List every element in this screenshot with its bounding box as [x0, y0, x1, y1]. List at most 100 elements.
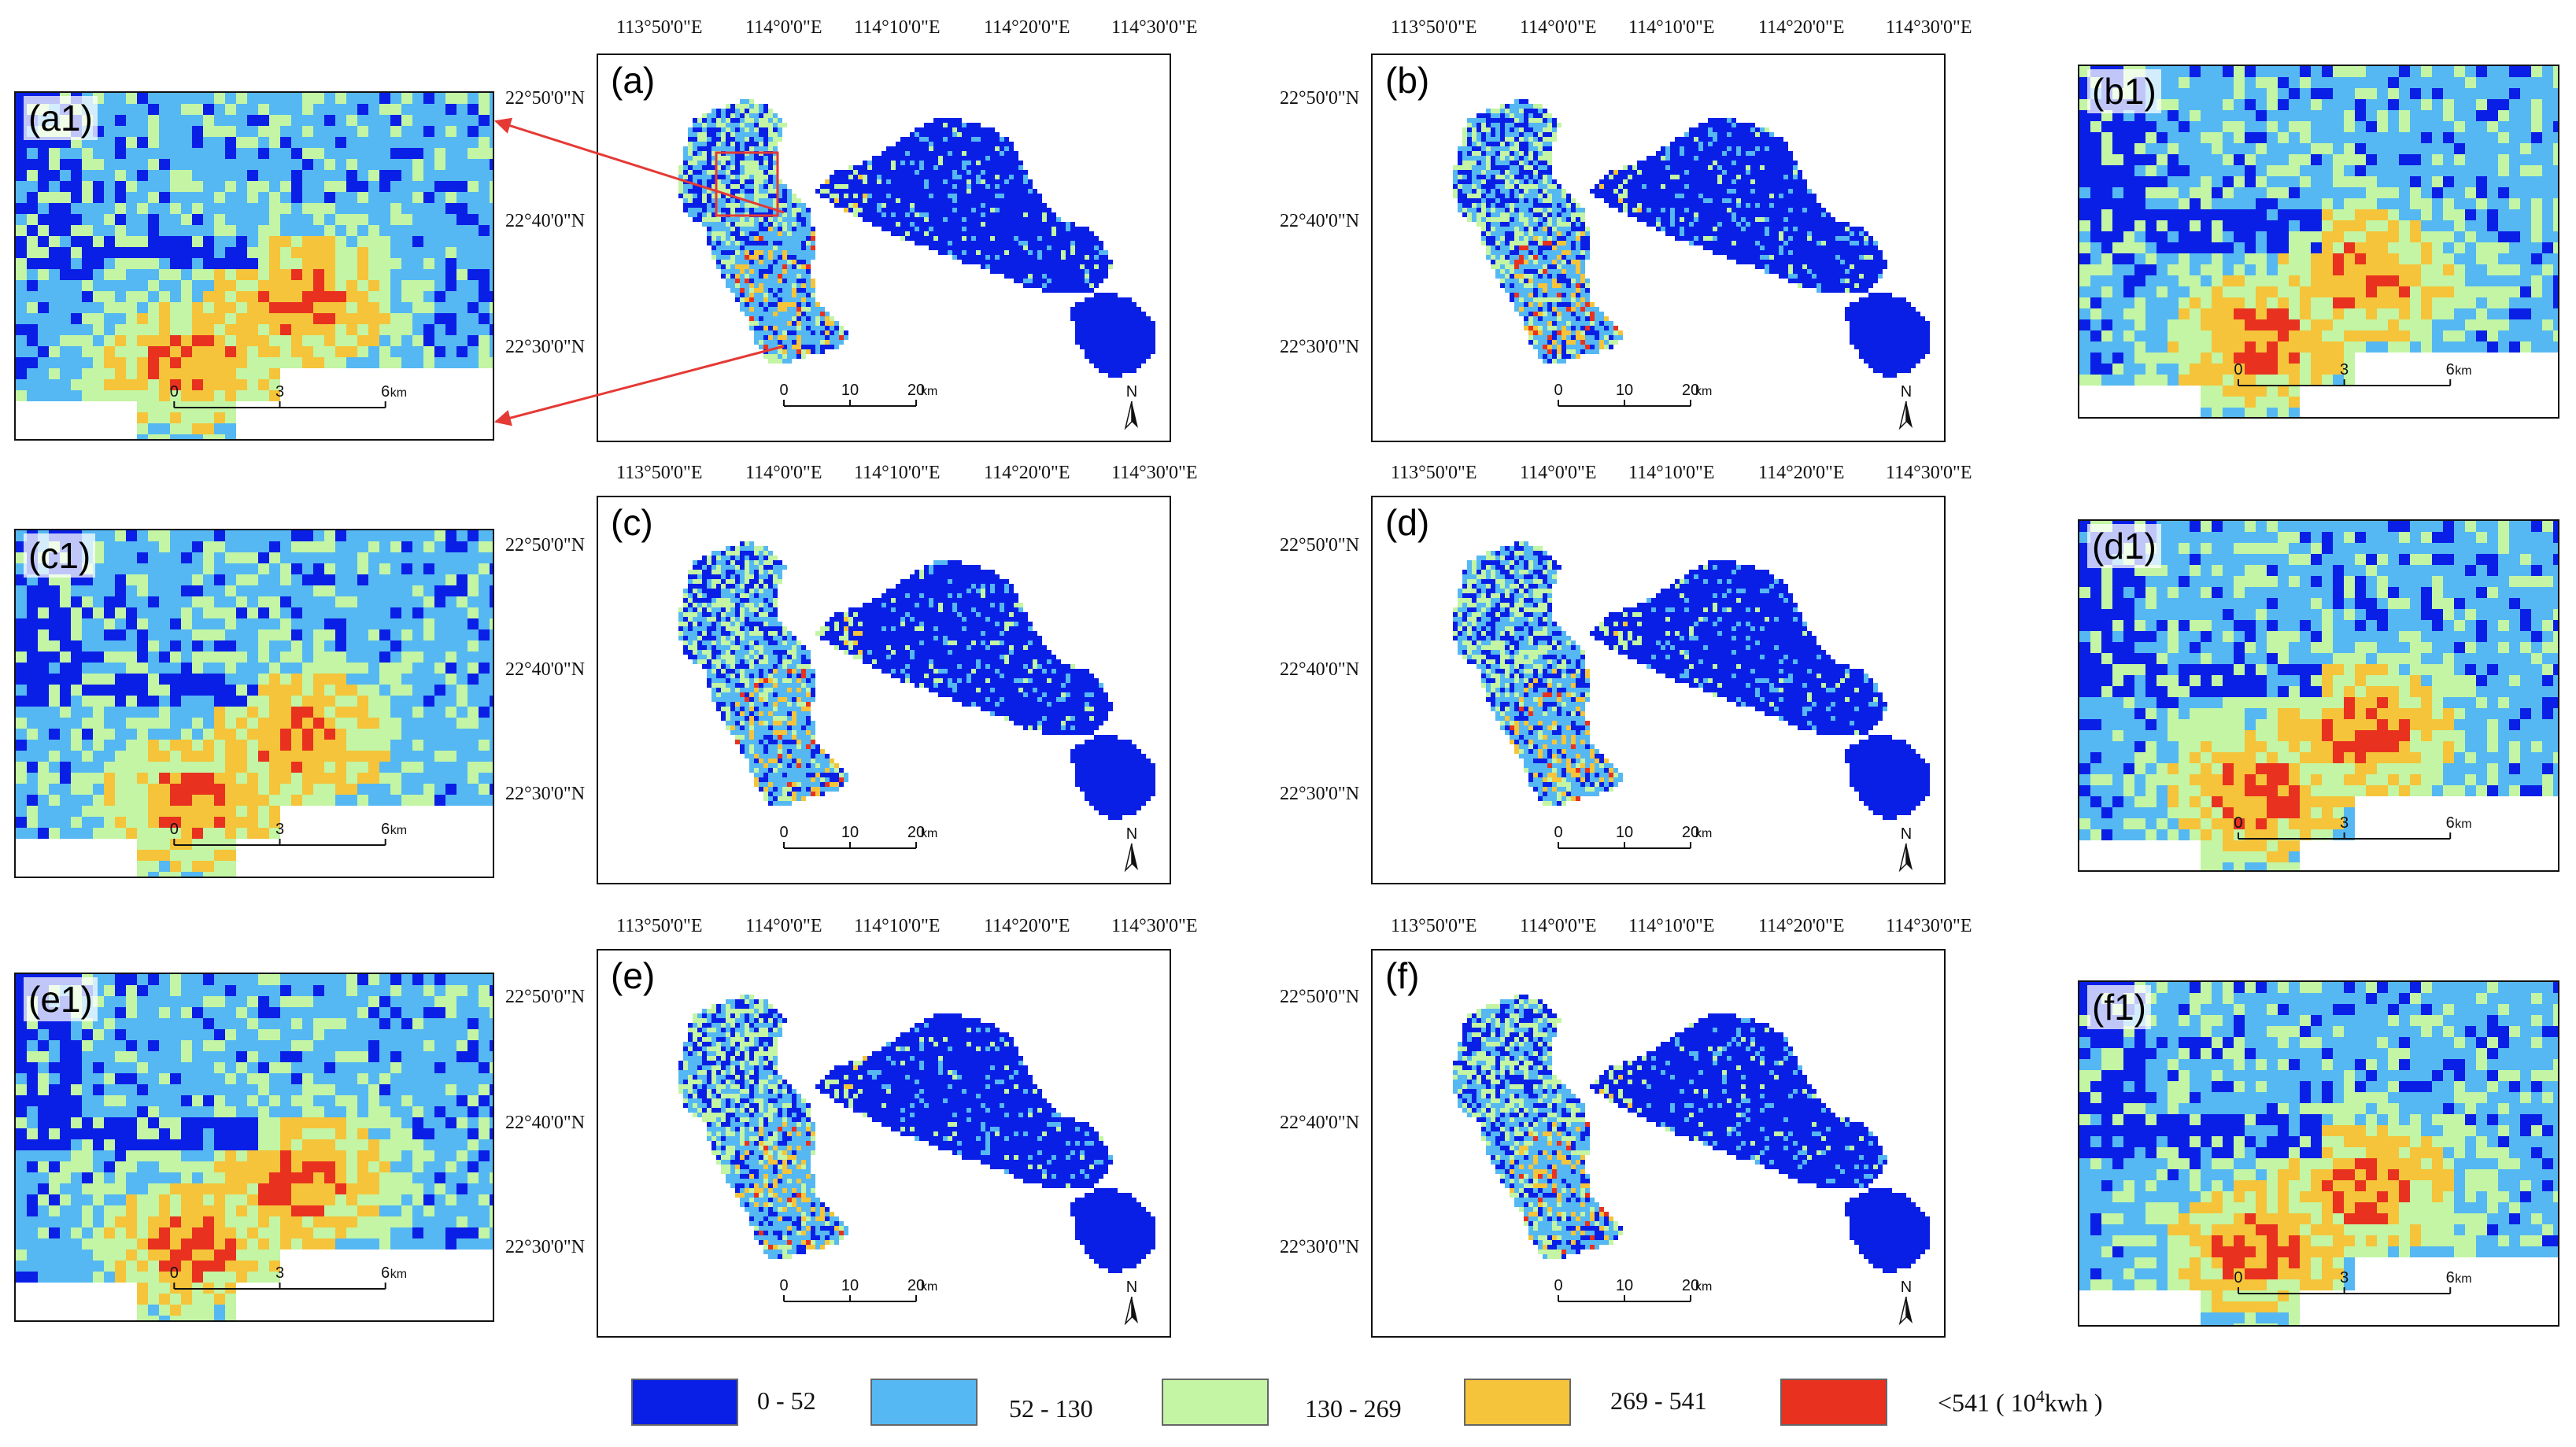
zoom-cell: [49, 170, 60, 181]
zoom-cell: [479, 247, 490, 258]
zoom-cell: [456, 335, 468, 346]
map-cell: [1680, 142, 1684, 146]
map-cell: [1788, 194, 1793, 198]
map-cell: [1103, 297, 1108, 302]
map-cell: [787, 340, 792, 345]
map-cell: [763, 194, 768, 198]
zoom-cell: [280, 346, 291, 357]
zoom-cell: [280, 137, 291, 148]
map-cell: [773, 297, 778, 302]
map-cell: [1510, 127, 1514, 132]
map-cell: [1604, 179, 1609, 184]
map-cell: [1528, 146, 1533, 151]
zoom-cell: [203, 126, 214, 137]
map-cell: [1103, 368, 1108, 373]
map-cell: [1538, 137, 1543, 142]
map-cell: [985, 255, 990, 260]
map-cell: [1717, 127, 1722, 132]
map-cell: [1765, 137, 1769, 142]
map-cell: [976, 170, 981, 175]
map-cell: [1543, 109, 1547, 113]
map-cell: [796, 255, 801, 260]
map-cell: [1009, 208, 1014, 212]
map-cell: [792, 231, 796, 236]
map-cell: [872, 189, 877, 194]
map-cell: [740, 293, 745, 297]
map-cell: [1476, 175, 1481, 179]
map-cell: [806, 288, 811, 293]
map-cell: [745, 279, 749, 283]
map-cell: [773, 217, 778, 222]
zoom-cell: [479, 346, 490, 357]
map-cell: [1514, 113, 1519, 118]
map-cell: [995, 264, 1000, 269]
map-cell: [1127, 326, 1132, 330]
map-cell: [1623, 170, 1628, 175]
zoom-cell: [258, 335, 269, 346]
map-cell: [943, 198, 948, 203]
map-cell: [948, 250, 952, 255]
map-cell: [1000, 170, 1004, 175]
map-cell: [1085, 307, 1089, 312]
map-cell: [1717, 179, 1722, 184]
map-cell: [1014, 203, 1018, 208]
map-cell: [1500, 109, 1505, 113]
map-cell: [768, 189, 773, 194]
map-cell: [1595, 189, 1599, 194]
zoom-cell: [335, 247, 346, 258]
map-cell: [787, 321, 792, 326]
zoom-cell: [203, 148, 214, 159]
map-cell: [1004, 274, 1009, 279]
map-cell: [1698, 156, 1703, 161]
map-cell: [1524, 179, 1528, 184]
map-cell: [768, 297, 773, 302]
zoom-cell: [225, 390, 236, 401]
map-cell: [863, 170, 867, 175]
map-cell: [1085, 345, 1089, 349]
map-cell: [1783, 170, 1788, 175]
map-cell: [1713, 198, 1717, 203]
map-cell: [1472, 175, 1476, 179]
map-cell: [929, 127, 933, 132]
map-cell: [787, 326, 792, 330]
map-cell: [995, 137, 1000, 142]
map-cell: [1802, 194, 1807, 198]
map-cell: [1793, 170, 1798, 175]
zoom-cell: [38, 313, 49, 324]
map-cell: [1500, 203, 1505, 208]
map-cell: [1042, 236, 1047, 241]
map-cell: [933, 203, 938, 208]
map-cell: [990, 217, 995, 222]
zoom-cell: [192, 247, 203, 258]
map-cell: [778, 274, 782, 279]
map-cell: [1774, 165, 1779, 170]
zoom-cell: [269, 104, 280, 115]
map-cell: [754, 156, 759, 161]
map-cell: [938, 227, 943, 231]
map-cell: [787, 212, 792, 217]
map-cell: [1089, 274, 1094, 279]
map-cell: [952, 231, 957, 236]
map-cell: [1467, 123, 1472, 127]
map-cell: [1500, 156, 1505, 161]
map-cell: [1732, 203, 1736, 208]
map-cell: [924, 123, 929, 127]
map-cell: [745, 236, 749, 241]
map-cell: [801, 245, 806, 250]
zoom-cell: [159, 126, 170, 137]
map-cell: [782, 241, 787, 245]
map-cell: [745, 231, 749, 236]
map-cell: [711, 217, 716, 222]
map-cell: [981, 156, 985, 161]
zoom-cell: [82, 379, 93, 390]
zoom-cell: [379, 291, 390, 302]
map-cell: [1642, 203, 1646, 208]
map-cell: [1632, 175, 1637, 179]
map-cell: [1722, 151, 1727, 156]
map-cell: [1122, 368, 1127, 373]
zoom-cell: [93, 324, 104, 335]
map-cell: [1051, 274, 1056, 279]
map-cell: [806, 330, 811, 335]
map-cell: [1755, 161, 1760, 165]
zoom-cell: [423, 115, 434, 126]
